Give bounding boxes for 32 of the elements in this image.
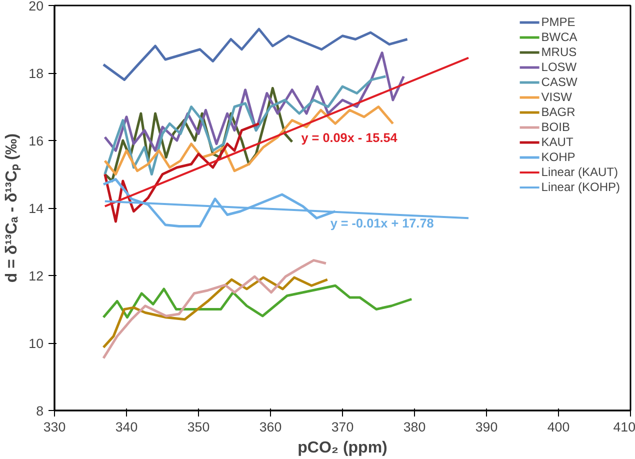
legend-label: LOSW <box>541 60 577 74</box>
y-tick-label: 10 <box>28 336 44 351</box>
annotation: y = -0.01x + 17.78 <box>330 216 434 231</box>
y-tick-label: 12 <box>28 268 44 284</box>
legend-label: MRUS <box>541 45 577 59</box>
y-axis-title: d = δ¹³Cₐ - δ¹³Cₚ (‰) <box>4 133 22 283</box>
legend-label: KAUT <box>541 135 574 149</box>
x-tick-label: 390 <box>475 420 498 434</box>
legend-label: Linear (KAUT) <box>541 165 618 179</box>
legend-label: BOIB <box>541 120 570 134</box>
legend-label: BWCA <box>541 30 578 44</box>
x-tick-label: 370 <box>331 420 354 434</box>
x-tick-label: 330 <box>43 420 66 434</box>
legend-label: KOHP <box>541 150 576 164</box>
annotation: y = 0.09x - 15.54 <box>301 131 398 146</box>
y-tick-label: 14 <box>28 201 44 216</box>
legend-label: CASW <box>541 75 578 89</box>
legend-label: VISW <box>541 90 572 104</box>
legend-label: BAGR <box>541 105 576 119</box>
x-axis-title: pCO₂ (ppm) <box>298 440 388 456</box>
x-tick-label: 340 <box>115 420 138 434</box>
y-tick-label: 8 <box>36 404 44 418</box>
x-tick-label: 360 <box>259 420 282 434</box>
x-tick-label: 350 <box>187 420 210 434</box>
legend-label: Linear (KOHP) <box>541 180 620 194</box>
y-tick-label: 16 <box>28 134 44 148</box>
x-tick-label: 410 <box>613 420 635 434</box>
x-tick-label: 400 <box>547 420 570 434</box>
y-tick-label: 18 <box>28 66 44 81</box>
x-tick-label: 380 <box>403 420 426 434</box>
y-tick-label: 20 <box>28 0 44 14</box>
legend-label: PMPE <box>541 15 576 29</box>
